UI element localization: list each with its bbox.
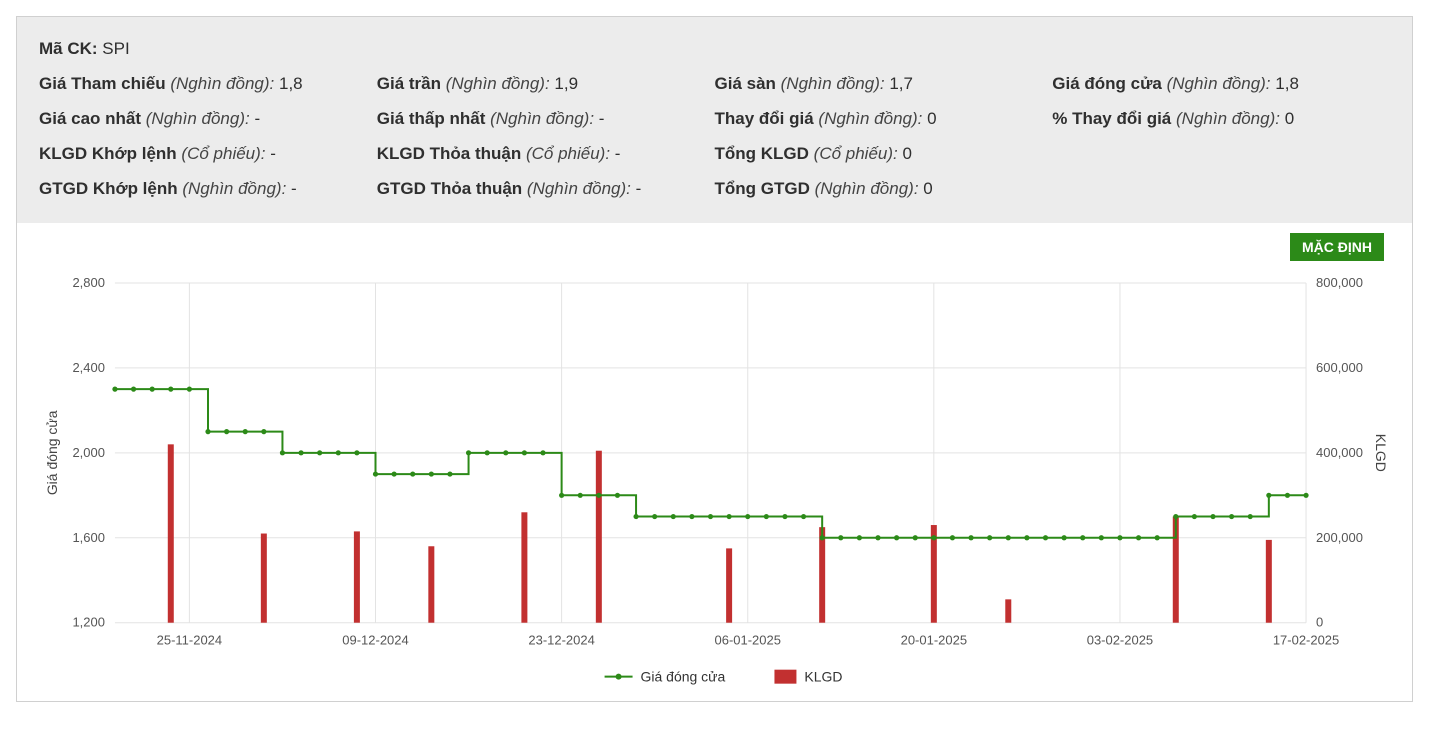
info-value: 0	[927, 109, 936, 128]
info-cell: Tổng KLGD (Cổ phiếu): 0	[715, 140, 1053, 169]
info-label: GTGD Khớp lệnh	[39, 179, 182, 198]
svg-text:KLGD: KLGD	[1373, 434, 1389, 472]
info-label: Giá đóng cửa	[1052, 74, 1166, 93]
info-cell: KLGD Khớp lệnh (Cổ phiếu): -	[39, 140, 377, 169]
chart-area: MẶC ĐỊNH 1,200 1,600 2,000 2,400 2,800 0 200,0…	[17, 223, 1412, 701]
info-value: -	[291, 179, 297, 198]
reset-button[interactable]: MẶC ĐỊNH	[1290, 233, 1384, 261]
info-unit: (Nghìn đồng):	[170, 74, 279, 93]
info-cell: Tổng GTGD (Nghìn đồng): 0	[715, 175, 1053, 204]
info-cell: Giá Tham chiếu (Nghìn đồng): 1,8	[39, 70, 377, 99]
info-unit: (Cổ phiếu):	[814, 144, 903, 163]
svg-text:KLGD: KLGD	[804, 669, 842, 685]
info-label: Thay đổi giá	[715, 109, 819, 128]
info-unit: (Cổ phiếu):	[526, 144, 615, 163]
info-value: 1,8	[279, 74, 303, 93]
info-value: -	[254, 109, 260, 128]
svg-text:2,800: 2,800	[72, 275, 105, 290]
info-cell: GTGD Khớp lệnh (Nghìn đồng): -	[39, 175, 377, 204]
info-value: -	[270, 144, 276, 163]
info-unit: (Nghìn đồng):	[527, 179, 636, 198]
info-cell: KLGD Thỏa thuận (Cổ phiếu): -	[377, 140, 715, 169]
info-row: GTGD Khớp lệnh (Nghìn đồng): -GTGD Thỏa …	[39, 175, 1390, 204]
svg-text:20-01-2025: 20-01-2025	[901, 633, 967, 648]
info-unit: (Nghìn đồng):	[1176, 109, 1285, 128]
info-value: 1,8	[1275, 74, 1299, 93]
svg-text:Giá đóng cửa: Giá đóng cửa	[44, 411, 60, 496]
price-volume-chart: 1,200 1,600 2,000 2,400 2,800 0 200,000 400,000…	[35, 233, 1394, 693]
svg-text:03-02-2025: 03-02-2025	[1087, 633, 1153, 648]
info-row: KLGD Khớp lệnh (Cổ phiếu): -KLGD Thỏa th…	[39, 140, 1390, 169]
svg-text:09-12-2024: 09-12-2024	[342, 633, 408, 648]
info-label: Giá thấp nhất	[377, 109, 490, 128]
svg-text:0: 0	[1316, 615, 1323, 630]
info-unit: (Nghìn đồng):	[815, 179, 924, 198]
info-unit: (Nghìn đồng):	[781, 74, 890, 93]
info-unit: (Nghìn đồng):	[146, 109, 255, 128]
svg-text:23-12-2024: 23-12-2024	[528, 633, 594, 648]
info-row: Giá Tham chiếu (Nghìn đồng): 1,8Giá trần…	[39, 70, 1390, 99]
ticker-row: Mã CK: SPI	[39, 35, 1390, 64]
info-value: -	[636, 179, 642, 198]
svg-text:Giá đóng cửa: Giá đóng cửa	[641, 669, 726, 685]
info-value: -	[615, 144, 621, 163]
info-value: 1,9	[554, 74, 578, 93]
info-label: % Thay đổi giá	[1052, 109, 1176, 128]
info-block: Mã CK: SPI Giá Tham chiếu (Nghìn đồng): …	[17, 17, 1412, 223]
info-unit: (Nghìn đồng):	[818, 109, 927, 128]
info-label: Giá trần	[377, 74, 446, 93]
info-label: Giá Tham chiếu	[39, 74, 170, 93]
info-value: 0	[1285, 109, 1294, 128]
info-label: Giá sàn	[715, 74, 781, 93]
svg-text:25-11-2024: 25-11-2024	[157, 633, 222, 648]
info-label: Tổng GTGD	[715, 179, 815, 198]
info-label: KLGD Thỏa thuận	[377, 144, 526, 163]
info-cell	[1052, 175, 1390, 204]
legend: Giá đóng cửa KLGD	[605, 669, 843, 685]
info-value: -	[599, 109, 605, 128]
info-label: GTGD Thỏa thuận	[377, 179, 527, 198]
stock-panel: Mã CK: SPI Giá Tham chiếu (Nghìn đồng): …	[16, 16, 1413, 702]
svg-text:200,000: 200,000	[1316, 530, 1363, 545]
info-label: Tổng KLGD	[715, 144, 814, 163]
info-cell: Giá thấp nhất (Nghìn đồng): -	[377, 105, 715, 134]
info-cell: % Thay đổi giá (Nghìn đồng): 0	[1052, 105, 1390, 134]
svg-text:2,400: 2,400	[72, 360, 105, 375]
info-unit: (Nghìn đồng):	[446, 74, 555, 93]
ticker-value: SPI	[102, 39, 129, 58]
info-cell: Giá cao nhất (Nghìn đồng): -	[39, 105, 377, 134]
svg-text:1,600: 1,600	[72, 530, 105, 545]
svg-text:17-02-2025: 17-02-2025	[1273, 633, 1339, 648]
info-unit: (Nghìn đồng):	[490, 109, 599, 128]
info-unit: (Nghìn đồng):	[1167, 74, 1276, 93]
info-cell	[1052, 140, 1390, 169]
info-cell: Giá sàn (Nghìn đồng): 1,7	[715, 70, 1053, 99]
info-value: 0	[902, 144, 911, 163]
svg-text:600,000: 600,000	[1316, 360, 1363, 375]
info-row: Giá cao nhất (Nghìn đồng): -Giá thấp nhấ…	[39, 105, 1390, 134]
info-value: 0	[923, 179, 932, 198]
info-value: 1,7	[889, 74, 913, 93]
info-unit: (Nghìn đồng):	[182, 179, 291, 198]
info-cell: GTGD Thỏa thuận (Nghìn đồng): -	[377, 175, 715, 204]
svg-text:06-01-2025: 06-01-2025	[715, 633, 781, 648]
info-cell: Thay đổi giá (Nghìn đồng): 0	[715, 105, 1053, 134]
svg-text:2,000: 2,000	[72, 445, 105, 460]
svg-text:400,000: 400,000	[1316, 445, 1363, 460]
info-unit: (Cổ phiếu):	[181, 144, 270, 163]
svg-text:1,200: 1,200	[72, 615, 105, 630]
svg-text:800,000: 800,000	[1316, 275, 1363, 290]
info-label: Giá cao nhất	[39, 109, 146, 128]
info-cell: Giá trần (Nghìn đồng): 1,9	[377, 70, 715, 99]
ticker-label: Mã CK:	[39, 39, 98, 58]
info-label: KLGD Khớp lệnh	[39, 144, 181, 163]
info-cell: Giá đóng cửa (Nghìn đồng): 1,8	[1052, 70, 1390, 99]
